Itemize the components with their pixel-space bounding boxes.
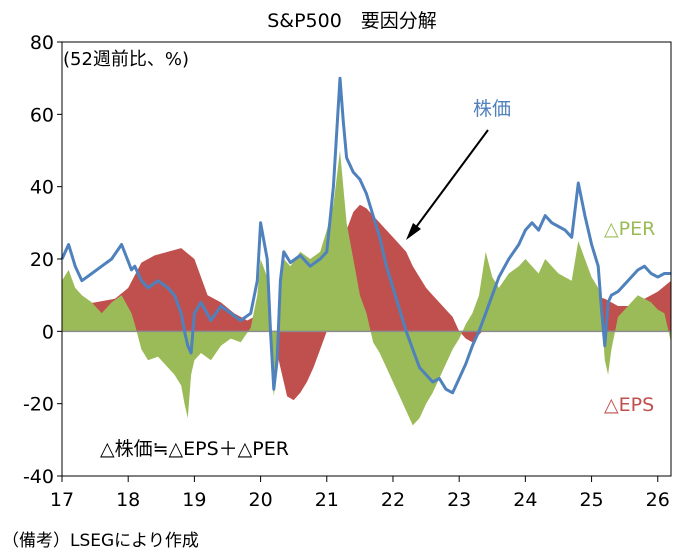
- plot-area: [60, 76, 671, 426]
- x-tick-label: 23: [447, 489, 471, 511]
- per-series: [62, 150, 671, 426]
- y-tick-label: 80: [30, 32, 54, 54]
- stock-arrow-head: [406, 223, 421, 240]
- y-tick-label: 20: [30, 249, 54, 271]
- x-tick-label: 22: [381, 489, 405, 511]
- chart-title: S&P500 要因分解: [267, 10, 437, 32]
- y-tick-label: -20: [23, 394, 54, 416]
- y-tick-label: 60: [30, 104, 54, 126]
- source-note: （備考）LSEGにより作成: [2, 531, 199, 551]
- y-tick-label: 40: [30, 177, 54, 199]
- eps-label: △EPS: [604, 394, 654, 416]
- x-tick-label: 18: [116, 489, 140, 511]
- x-tick-label: 19: [182, 489, 206, 511]
- eps-area: [62, 204, 671, 401]
- unit-label: (52週前比、%): [63, 49, 189, 70]
- x-tick-label: 20: [248, 489, 272, 511]
- x-tick-label: 21: [315, 489, 339, 511]
- x-tick-label: 26: [646, 489, 670, 511]
- equation-note: △株価≒△EPS＋△PER: [100, 438, 289, 460]
- per-label: △PER: [604, 218, 655, 240]
- stock-series: [60, 76, 671, 395]
- y-tick-label: -40: [23, 466, 54, 488]
- per-area: [62, 150, 671, 426]
- y-axis: -40 -20 0 20 40 60 80: [23, 32, 62, 488]
- stock-label: 株価: [473, 98, 511, 120]
- stock-line: [60, 76, 671, 395]
- x-axis: 17 18 19 20 21 22 23 24 25 26: [50, 476, 670, 511]
- eps-series: [62, 204, 671, 401]
- stock-arrow: [410, 129, 489, 235]
- x-tick-label: 24: [513, 489, 537, 511]
- x-tick-label: 25: [579, 489, 603, 511]
- y-tick-label: 0: [42, 321, 54, 343]
- x-tick-label: 17: [50, 489, 74, 511]
